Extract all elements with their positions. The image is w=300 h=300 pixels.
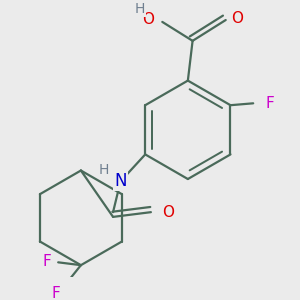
Text: O: O	[162, 205, 174, 220]
Text: O: O	[142, 12, 154, 27]
Text: H: H	[134, 2, 145, 16]
Text: F: F	[43, 254, 51, 269]
Text: O: O	[231, 11, 243, 26]
Text: H: H	[98, 163, 109, 177]
Text: F: F	[52, 286, 61, 300]
Text: F: F	[266, 96, 274, 111]
Text: N: N	[114, 172, 127, 190]
